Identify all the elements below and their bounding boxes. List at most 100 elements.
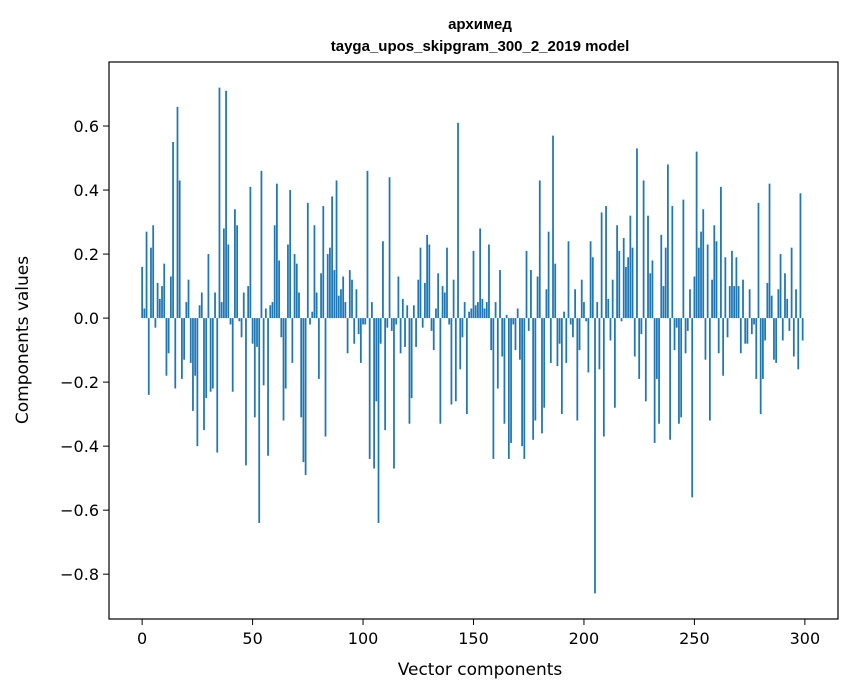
bar (757, 202, 760, 319)
bar (415, 318, 417, 347)
bar (309, 318, 311, 325)
bar (746, 318, 749, 344)
bar (264, 308, 267, 319)
bar (351, 279, 353, 319)
bar (278, 260, 280, 319)
bar (231, 318, 234, 392)
bar (417, 279, 420, 319)
bar (258, 318, 261, 523)
bar (678, 318, 680, 424)
bar-series (141, 87, 804, 594)
bar (390, 318, 393, 331)
bar (512, 318, 515, 325)
bar (465, 318, 468, 415)
y-tick-label: −0.4 (60, 437, 99, 456)
bar (576, 318, 579, 421)
bar (461, 318, 464, 338)
bar (762, 318, 764, 379)
bar (382, 241, 384, 319)
y-tick-label: −0.6 (60, 501, 99, 520)
bar (194, 318, 197, 376)
bar (516, 308, 519, 319)
bar (238, 318, 241, 322)
bar (496, 318, 499, 389)
bar (289, 190, 292, 319)
bar (680, 318, 683, 418)
bar (457, 122, 459, 319)
bar (490, 318, 493, 351)
bar (227, 244, 230, 319)
bar (362, 318, 364, 325)
bar (468, 311, 470, 319)
bar (207, 254, 210, 319)
bar (163, 263, 166, 319)
bar (541, 318, 543, 434)
bar (536, 276, 539, 319)
bar (439, 318, 442, 424)
bar (209, 318, 212, 392)
bar (298, 292, 300, 319)
bar (583, 302, 585, 319)
bar (483, 308, 486, 319)
bar (689, 289, 691, 319)
bar (735, 257, 738, 319)
bar (435, 308, 437, 319)
bar (147, 318, 150, 395)
bar (315, 292, 318, 319)
bar (631, 247, 634, 319)
bar (779, 254, 782, 319)
bar (488, 244, 490, 319)
bar (393, 318, 395, 469)
bar (647, 215, 649, 319)
bar (183, 318, 185, 360)
bar (547, 231, 550, 319)
chart-title-line1: архимед (448, 16, 512, 33)
x-tick-label: 0 (137, 629, 147, 648)
bar (158, 298, 161, 319)
bar (569, 318, 572, 325)
bar (359, 318, 362, 363)
bar (408, 318, 411, 424)
x-tick-label: 300 (790, 629, 821, 648)
bar (386, 318, 389, 328)
bar (262, 318, 265, 386)
bar (658, 318, 660, 424)
bar (702, 209, 705, 319)
bar (505, 314, 508, 319)
y-tick-label: 0.0 (74, 309, 99, 328)
bar (501, 318, 504, 357)
bar (527, 318, 530, 331)
bar (141, 266, 144, 319)
bar (284, 318, 287, 389)
bar (521, 318, 523, 447)
bar (428, 244, 431, 319)
bar (276, 183, 278, 319)
bar (167, 318, 170, 354)
bar (218, 87, 221, 319)
bar (446, 247, 448, 319)
bar (587, 318, 590, 373)
bar (503, 318, 506, 424)
bar (790, 247, 793, 319)
bar (293, 254, 296, 319)
bar (611, 279, 614, 319)
bar (172, 142, 174, 319)
bar (609, 318, 612, 341)
bar (335, 180, 338, 319)
bar (143, 308, 146, 319)
bar (205, 318, 208, 399)
bar (404, 318, 406, 347)
bar (474, 305, 477, 319)
bar (443, 292, 446, 319)
bar (329, 247, 331, 319)
bar (234, 209, 236, 319)
bar (280, 318, 283, 338)
bar (750, 318, 753, 335)
bar (353, 318, 356, 344)
bar (384, 318, 387, 431)
bar (644, 318, 647, 402)
bar (302, 318, 305, 463)
bar (706, 244, 709, 319)
bar (655, 318, 658, 379)
bar (777, 289, 780, 319)
